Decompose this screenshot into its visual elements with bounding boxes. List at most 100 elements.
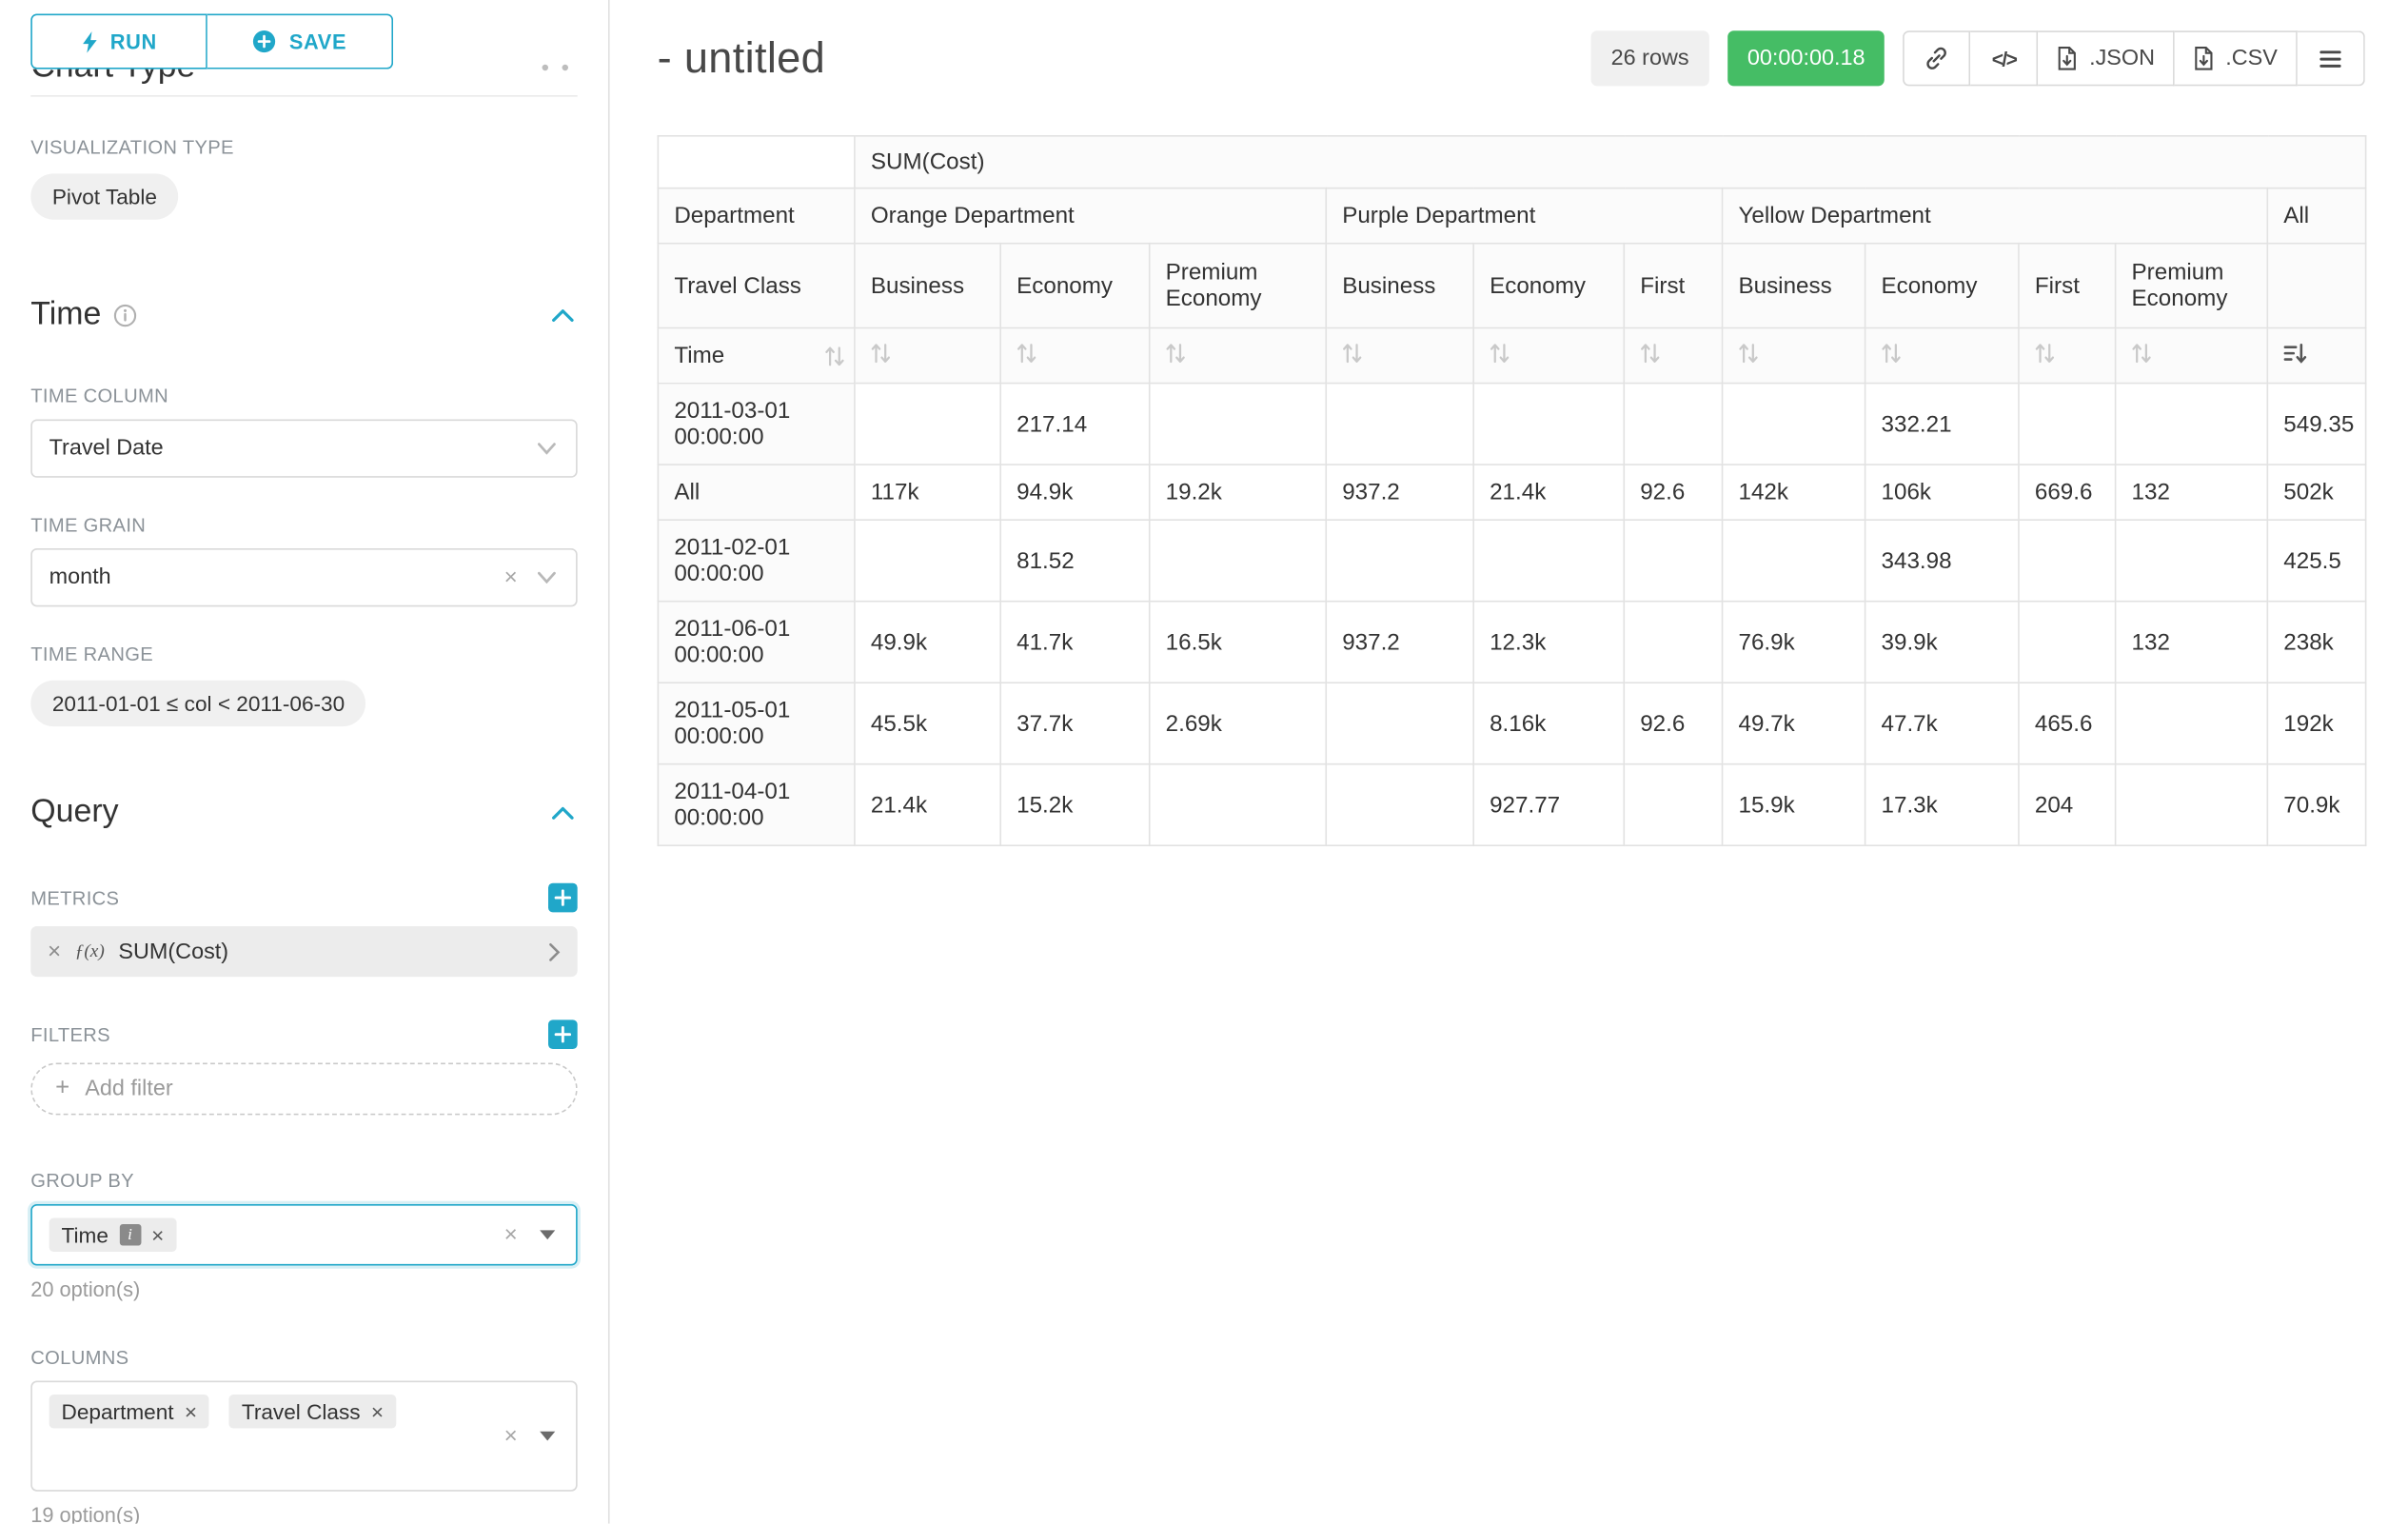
clear-icon[interactable]: × [503,564,518,591]
sort-icon[interactable] [1640,342,1660,364]
run-button[interactable]: RUN [30,13,207,69]
add-filter-button[interactable]: + Add filter [30,1062,578,1116]
pivot-cell [1623,600,1724,684]
time-dimension-label: Time [674,342,725,369]
pivot-cell [1623,382,1724,465]
pivot-table-row: All 117k 94.9k 19.2k 937.2 21.4k 92.6 142k 106k 6… [657,464,2367,521]
pivot-cell: 19.2k [1148,464,1328,521]
group-by-tag[interactable]: Time i × [49,1217,177,1253]
pivot-leaf-header: Business [1325,242,1474,329]
chevron-right-icon[interactable] [548,942,561,960]
query-timer-badge: 00:00:00.18 [1727,30,1885,87]
caret-down-icon[interactable] [539,1431,556,1441]
metrics-label: METRICS [30,886,120,909]
pivot-table: SUM(Cost) Department Orange Department Purp… [657,134,2367,847]
pivot-cell: 16.5k [1148,600,1328,684]
section-divider [30,95,578,97]
pivot-cell [1721,382,1866,465]
pivot-cell [2114,382,2269,465]
clear-icon[interactable]: × [503,1221,518,1248]
time-column-label: TIME COLUMN [30,385,169,407]
pivot-cell: 549.35 [2266,382,2367,465]
pivot-cell: 12.3k [1472,600,1626,684]
pivot-table-row: 2011-05-01 00:00:00 45.5k 37.7k 2.69k 8.16k 9… [657,682,2367,765]
add-filter-plus-button[interactable] [548,1019,578,1050]
sort-icon[interactable] [1166,342,1186,364]
time-grain-select[interactable]: month × [30,548,578,607]
columns-select[interactable]: Department × Travel Class × × [30,1380,578,1492]
time-column-select[interactable]: Travel Date [30,419,578,478]
columns-tag-label: Department [61,1398,174,1424]
add-metric-button[interactable] [548,882,578,913]
link-icon [1924,46,1949,70]
pivot-table-row: 2011-02-01 00:00:00 81.52 343.98 425.5 [657,519,2367,603]
pivot-cell [854,382,1002,465]
chevron-down-icon[interactable] [537,443,556,455]
pivot-cell: 15.2k [999,762,1151,847]
chevron-up-icon[interactable] [551,308,574,323]
time-column-value: Travel Date [49,436,164,462]
pivot-cell [2018,600,2117,684]
info-icon[interactable]: i [119,1223,141,1246]
clear-icon[interactable]: × [503,1422,518,1450]
time-grain-label: TIME GRAIN [30,514,147,537]
row-count-badge: 26 rows [1590,30,1709,87]
sortable-column-header [1864,327,2020,385]
sort-icon[interactable] [824,345,844,366]
sort-desc-icon[interactable] [2283,342,2307,364]
export-csv-button[interactable]: .CSV [2174,30,2298,87]
remove-metric-icon[interactable]: × [48,938,62,965]
chevron-down-icon[interactable] [537,571,556,584]
query-section-title: Query [30,794,119,830]
visualization-type-label: VISUALIZATION TYPE [30,136,234,159]
pivot-cell [854,519,1002,603]
view-query-button[interactable]: </> [1970,30,2039,87]
columns-tag[interactable]: Travel Class × [228,1395,396,1429]
pivot-cell [1325,682,1474,765]
remove-tag-icon[interactable]: × [184,1398,198,1424]
sortable-column-header [1721,327,1866,385]
sort-icon[interactable] [1016,342,1036,364]
info-icon[interactable] [113,304,136,327]
time-section-header: Time [30,296,577,333]
sort-icon[interactable] [1342,342,1362,364]
sort-icon[interactable] [1882,342,1902,364]
columns-tag[interactable]: Department × [49,1395,209,1429]
section-chevron-dots [542,64,568,71]
metric-item[interactable]: × ƒ(x) SUM(Cost) [30,925,578,978]
pivot-cell: 142k [1721,464,1866,521]
pivot-leaf-header: First [1623,242,1724,329]
group-by-select[interactable]: Time i × × [30,1203,578,1266]
filters-label: FILTERS [30,1023,110,1045]
pivot-cell: 45.5k [854,682,1002,765]
pivot-leaf-header [2266,242,2367,329]
metric-name: SUM(Cost) [118,939,229,964]
time-grain-value: month [49,564,111,590]
pivot-cell: 8.16k [1472,682,1626,765]
sort-icon[interactable] [1490,342,1510,364]
sort-icon[interactable] [1738,342,1758,364]
copy-link-button[interactable] [1903,30,1971,87]
pivot-cell [2114,519,2269,603]
plus-icon: + [55,1075,70,1101]
menu-button[interactable] [2297,30,2365,87]
group-by-options-hint: 20 option(s) [30,1277,141,1301]
save-button[interactable]: SAVE [207,13,394,69]
pivot-cell: 332.21 [1864,382,2020,465]
pivot-dimension-time: Time [657,327,856,385]
sort-icon[interactable] [2035,342,2055,364]
caret-down-icon[interactable] [539,1230,556,1240]
pivot-cell: 937.2 [1325,600,1474,684]
remove-tag-icon[interactable]: × [370,1398,385,1424]
export-json-button[interactable]: .JSON [2038,30,2175,87]
pivot-cell: 465.6 [2018,682,2117,765]
visualization-type-pill[interactable]: Pivot Table [30,173,179,220]
time-range-pill[interactable]: 2011-01-01 ≤ col < 2011-06-30 [30,680,366,727]
remove-tag-icon[interactable]: × [151,1222,165,1248]
pivot-cell [2018,382,2117,465]
sort-icon[interactable] [2132,342,2152,364]
sort-icon[interactable] [871,342,891,364]
pivot-cell: 132 [2114,464,2269,521]
chevron-up-icon[interactable] [551,805,574,820]
